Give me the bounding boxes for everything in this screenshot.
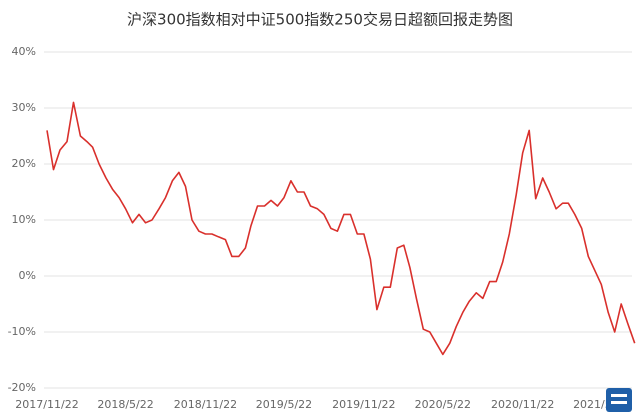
y-tick-label: 0% — [19, 269, 36, 282]
y-tick-label: -20% — [8, 381, 36, 394]
y-tick-label: 10% — [12, 213, 36, 226]
x-tick-label: 2020/5/22 — [415, 398, 471, 411]
line-series — [46, 101, 636, 356]
logo — [606, 388, 632, 412]
x-tick-label: 2018/5/22 — [97, 398, 153, 411]
y-tick-label: 40% — [12, 45, 36, 58]
x-tick-label: 2017/11/22 — [15, 398, 78, 411]
chart-title: 沪深300指数相对中证500指数250交易日超额回报走势图 — [127, 11, 513, 29]
x-tick-label: 2020/11/22 — [491, 398, 554, 411]
x-tick-label: 2018/11/22 — [174, 398, 237, 411]
y-tick-label: 30% — [12, 101, 36, 114]
x-tick-label: 2019/5/22 — [256, 398, 312, 411]
y-tick-label: -10% — [8, 325, 36, 338]
x-tick-label: 2019/11/22 — [332, 398, 395, 411]
y-tick-label: 20% — [12, 157, 36, 170]
